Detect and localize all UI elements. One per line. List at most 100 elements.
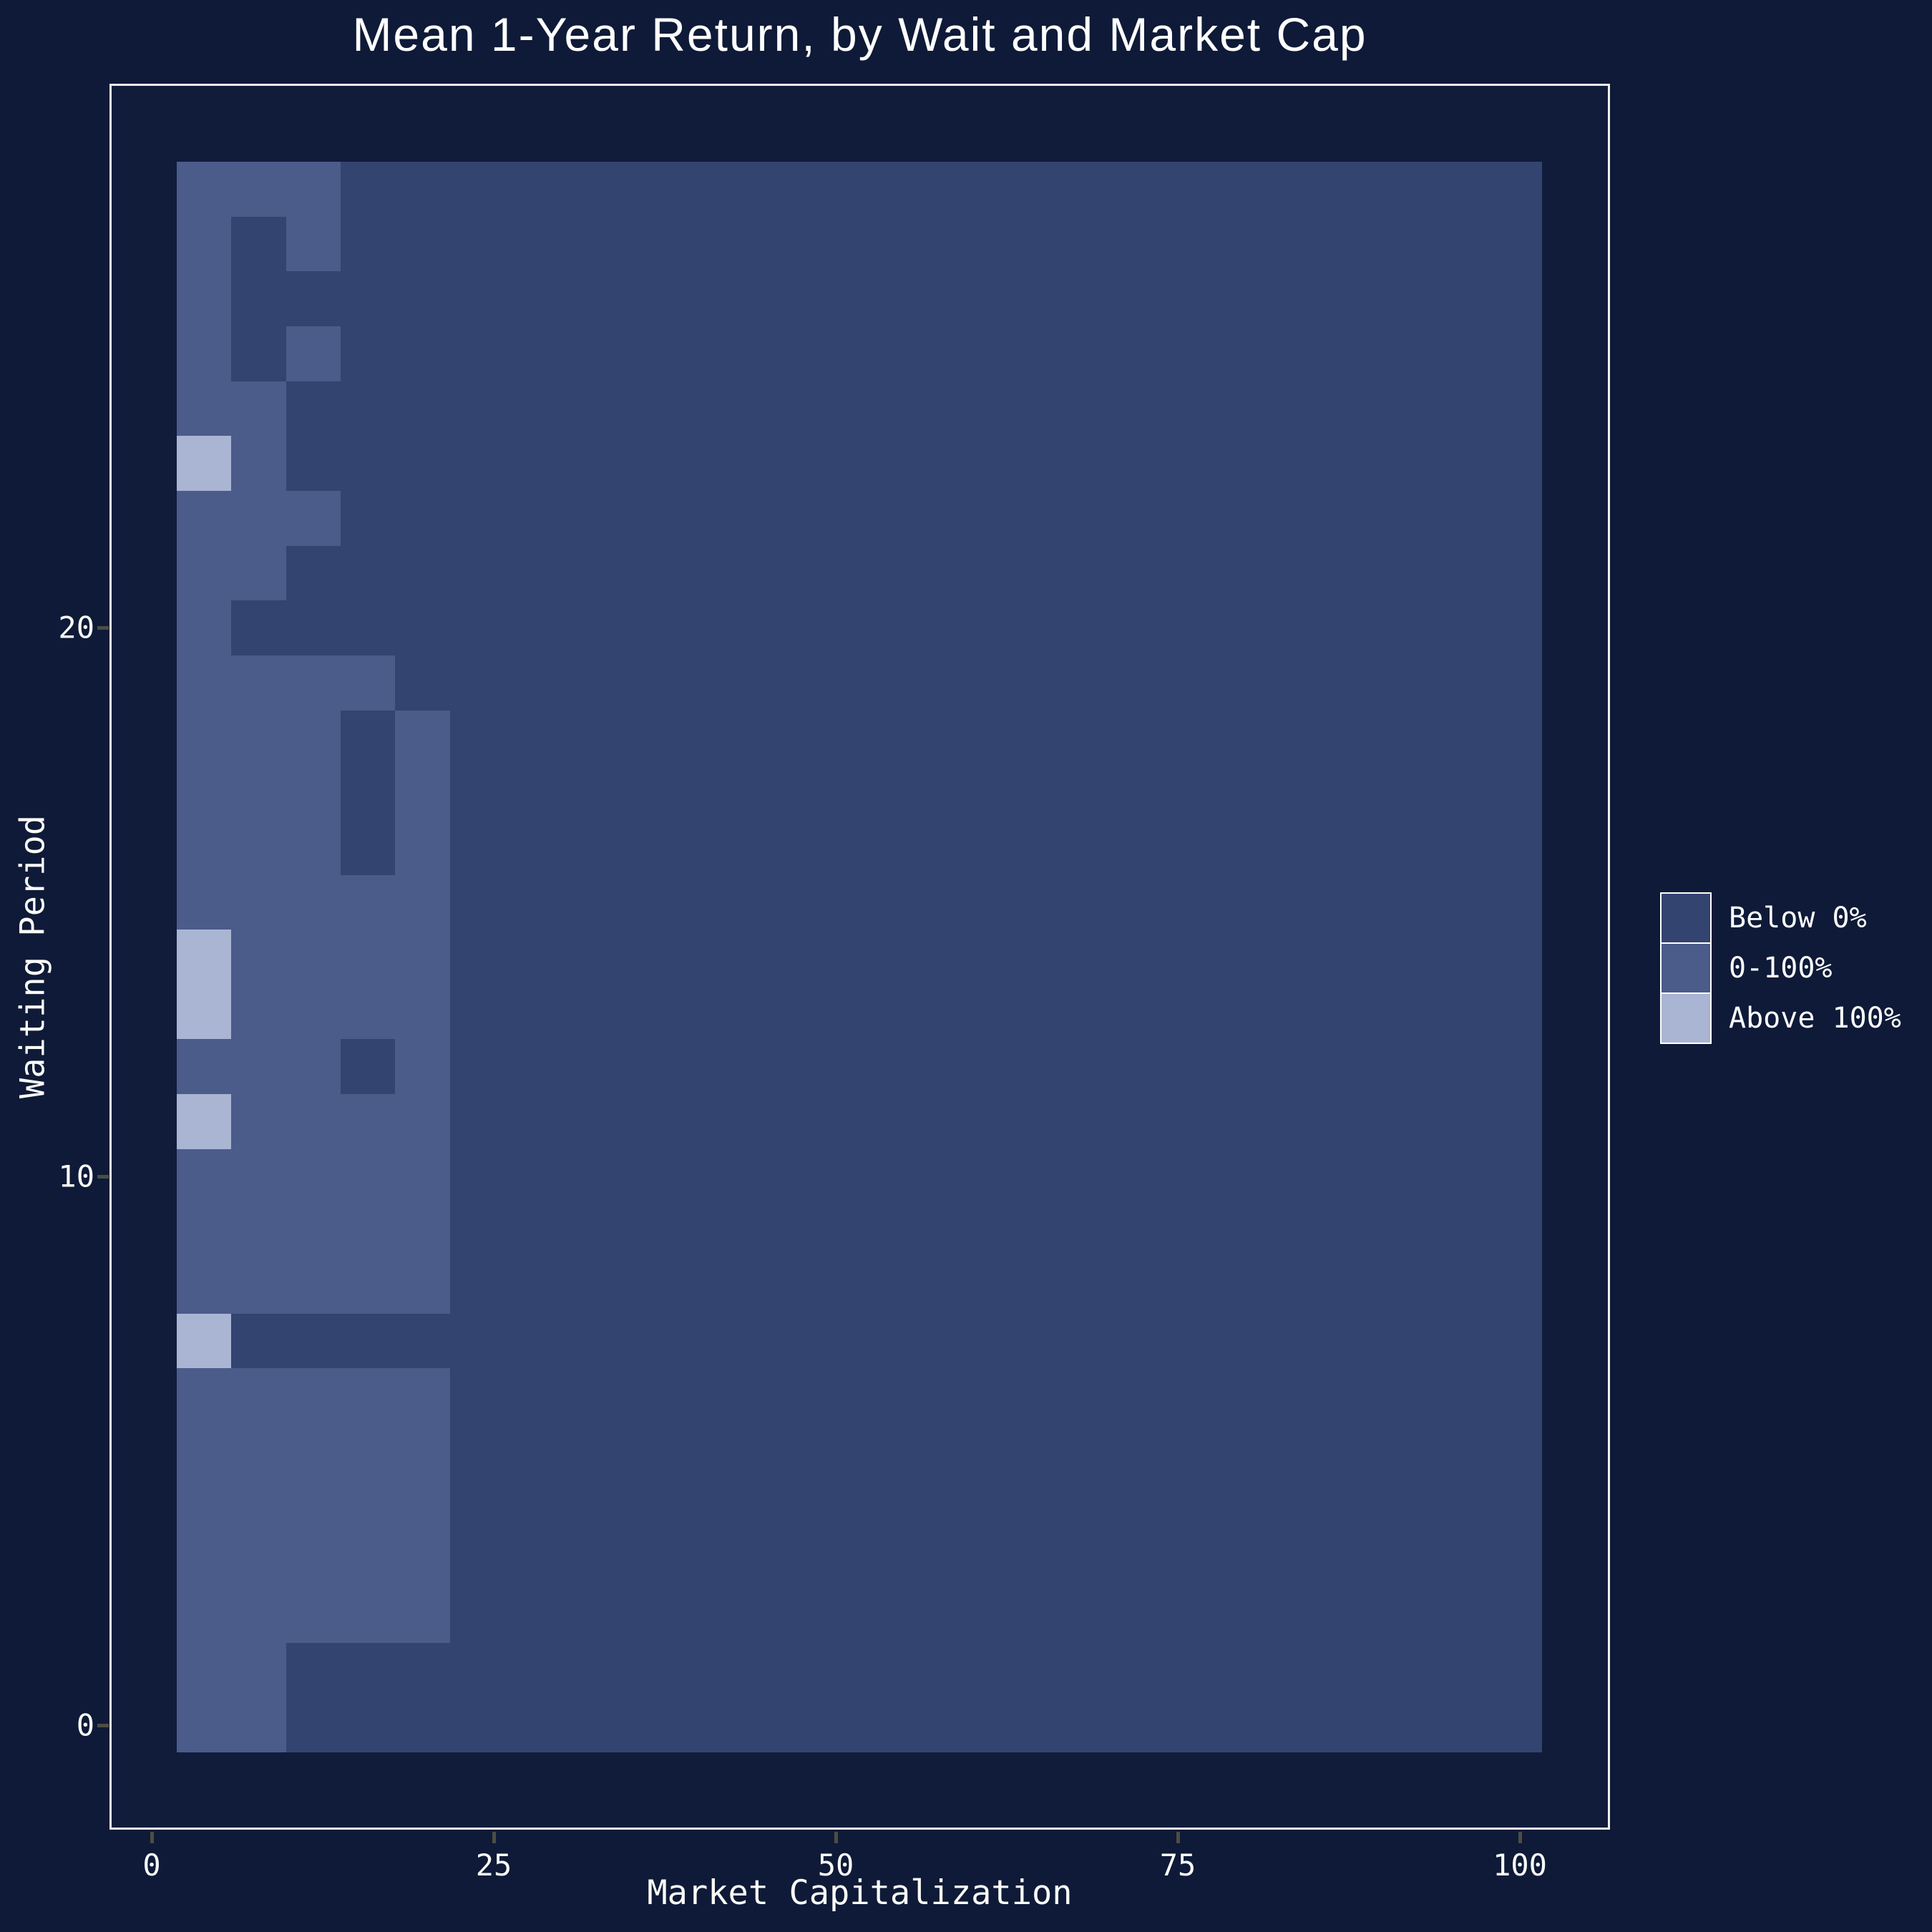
heatmap-cell [777,1533,832,1589]
heatmap-cell [559,1259,614,1314]
heatmap-cell [395,819,450,875]
heatmap-cell [231,1204,286,1259]
heatmap-cell [1378,436,1433,491]
heatmap-cell [1105,874,1160,930]
heatmap-cell [831,765,887,820]
heatmap-cell [286,1697,341,1752]
heatmap-cell [887,1588,942,1643]
heatmap-cell [504,1259,560,1314]
y-tick-mark [97,1724,109,1727]
heatmap-cell [1050,436,1106,491]
heatmap-cell [1378,874,1433,930]
heatmap-cell [286,545,341,601]
heatmap-cell [231,819,286,875]
heatmap-cell [1323,1148,1379,1204]
x-tick-mark [492,1832,496,1843]
heatmap-cell [887,1148,942,1204]
legend-entry: Below 0% [1660,892,1901,944]
heatmap-cell [286,1094,341,1149]
heatmap-cell [504,600,560,655]
heatmap-cell [1050,490,1106,546]
heatmap-cell [231,162,286,217]
x-tick-label: 0 [142,1848,161,1883]
heatmap-cell [1323,436,1379,491]
heatmap-cell [1269,381,1324,436]
heatmap-cell [231,216,286,272]
heatmap-cell [887,1533,942,1589]
heatmap-cell [613,984,668,1040]
heatmap-cell [395,1148,450,1204]
heatmap-cell [668,1094,723,1149]
heatmap-cell [1214,1588,1269,1643]
heatmap-cell [504,216,560,272]
heatmap-cell [559,1148,614,1204]
heatmap-cell [1105,1588,1160,1643]
heatmap-cell [995,490,1051,546]
heatmap-cell [613,436,668,491]
heatmap-cell [504,1588,560,1643]
heatmap-cell [613,1697,668,1752]
heatmap-cell [777,1642,832,1698]
heatmap-cell [831,1094,887,1149]
heatmap-cell [668,1642,723,1698]
heatmap-cell [1050,874,1106,930]
heatmap-cell [723,819,778,875]
heatmap-cell [340,545,396,601]
heatmap-cell [449,1204,504,1259]
heatmap-cell [1433,765,1488,820]
heatmap-cell [1105,819,1160,875]
heatmap-cell [1487,1588,1542,1643]
legend: Below 0% 0-100% Above 100% [1660,892,1901,1044]
heatmap-cell [831,1697,887,1752]
heatmap-cell [941,874,996,930]
heatmap-cell [995,1697,1051,1752]
heatmap-cell [1050,1259,1106,1314]
heatmap-cell [449,1588,504,1643]
heatmap-cell [777,436,832,491]
heatmap-cell [559,765,614,820]
heatmap-cell [449,984,504,1040]
x-axis-title: Market Capitalization [647,1873,1073,1913]
heatmap-cell [887,710,942,766]
heatmap-cell [1269,162,1324,217]
heatmap-cell [1433,984,1488,1040]
heatmap-cell [1378,545,1433,601]
heatmap-cell [1050,1697,1106,1752]
heatmap-cell [395,710,450,766]
heatmap-cell [286,1148,341,1204]
heatmap-cell [1159,1478,1215,1533]
heatmap-cell [887,1478,942,1533]
heatmap-cell [559,545,614,601]
heatmap-cell [1487,545,1542,601]
heatmap-cell [1433,1423,1488,1478]
heatmap-cell [1378,490,1433,546]
heatmap-cell [613,162,668,217]
heatmap-cell [1378,1533,1433,1589]
heatmap-cell [340,819,396,875]
heatmap-cell [559,216,614,272]
heatmap-cell [831,326,887,381]
heatmap-cell [1214,436,1269,491]
heatmap-cell [231,710,286,766]
legend-swatch [1660,942,1712,994]
heatmap-cell [286,1313,341,1369]
heatmap-cell [559,1697,614,1752]
heatmap-cell [177,765,232,820]
heatmap-cell [231,490,286,546]
heatmap-cell [723,1313,778,1369]
heatmap-cell [995,1313,1051,1369]
heatmap-cell [559,1204,614,1259]
heatmap-cell [941,600,996,655]
heatmap-grid [177,162,1542,1752]
heatmap-cell [1323,1313,1379,1369]
heatmap-cell [231,984,286,1040]
heatmap-cell [449,436,504,491]
heatmap-cell [286,271,341,326]
heatmap-cell [1487,381,1542,436]
heatmap-cell [286,1204,341,1259]
heatmap-cell [1487,1039,1542,1095]
heatmap-cell [395,216,450,272]
heatmap-cell [504,1478,560,1533]
heatmap-cell [941,1313,996,1369]
heatmap-cell [504,326,560,381]
